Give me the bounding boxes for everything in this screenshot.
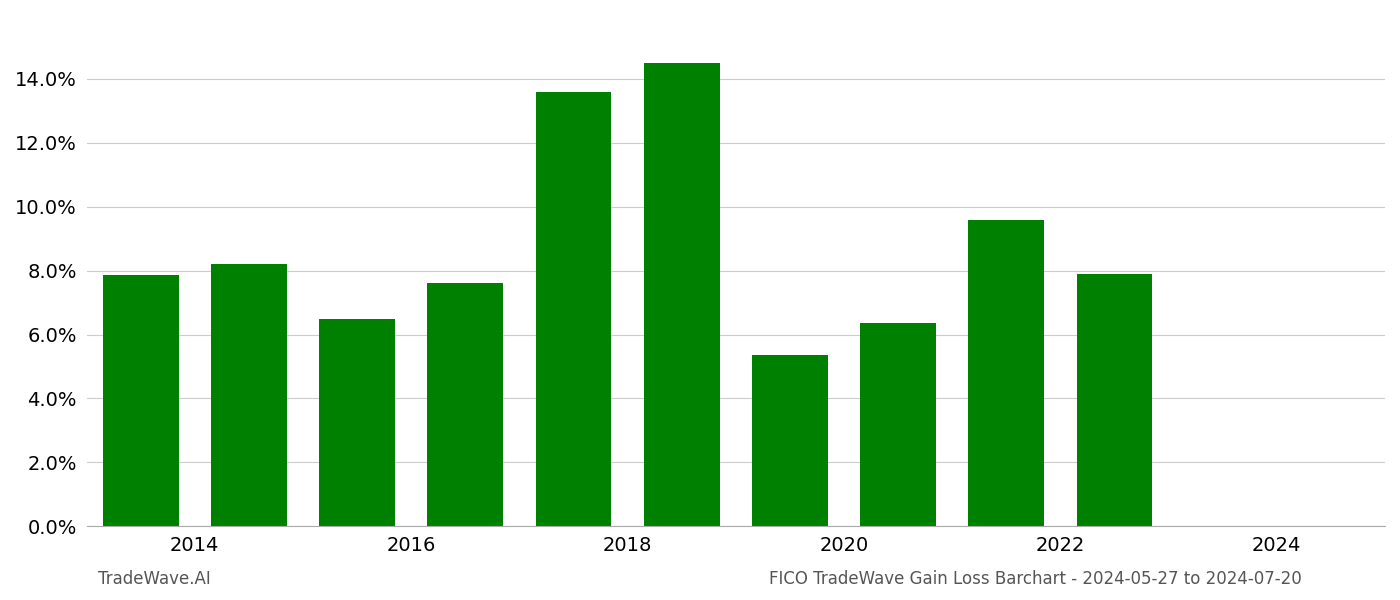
Text: TradeWave.AI: TradeWave.AI	[98, 570, 211, 588]
Bar	[536, 92, 612, 526]
Text: FICO TradeWave Gain Loss Barchart - 2024-05-27 to 2024-07-20: FICO TradeWave Gain Loss Barchart - 2024…	[769, 570, 1302, 588]
Bar	[644, 63, 720, 526]
Bar	[752, 355, 827, 526]
Bar	[102, 275, 179, 526]
Bar	[319, 319, 395, 526]
Bar	[427, 283, 503, 526]
Bar	[211, 264, 287, 526]
Bar	[969, 220, 1044, 526]
Bar	[1077, 274, 1152, 526]
Bar	[860, 323, 937, 526]
